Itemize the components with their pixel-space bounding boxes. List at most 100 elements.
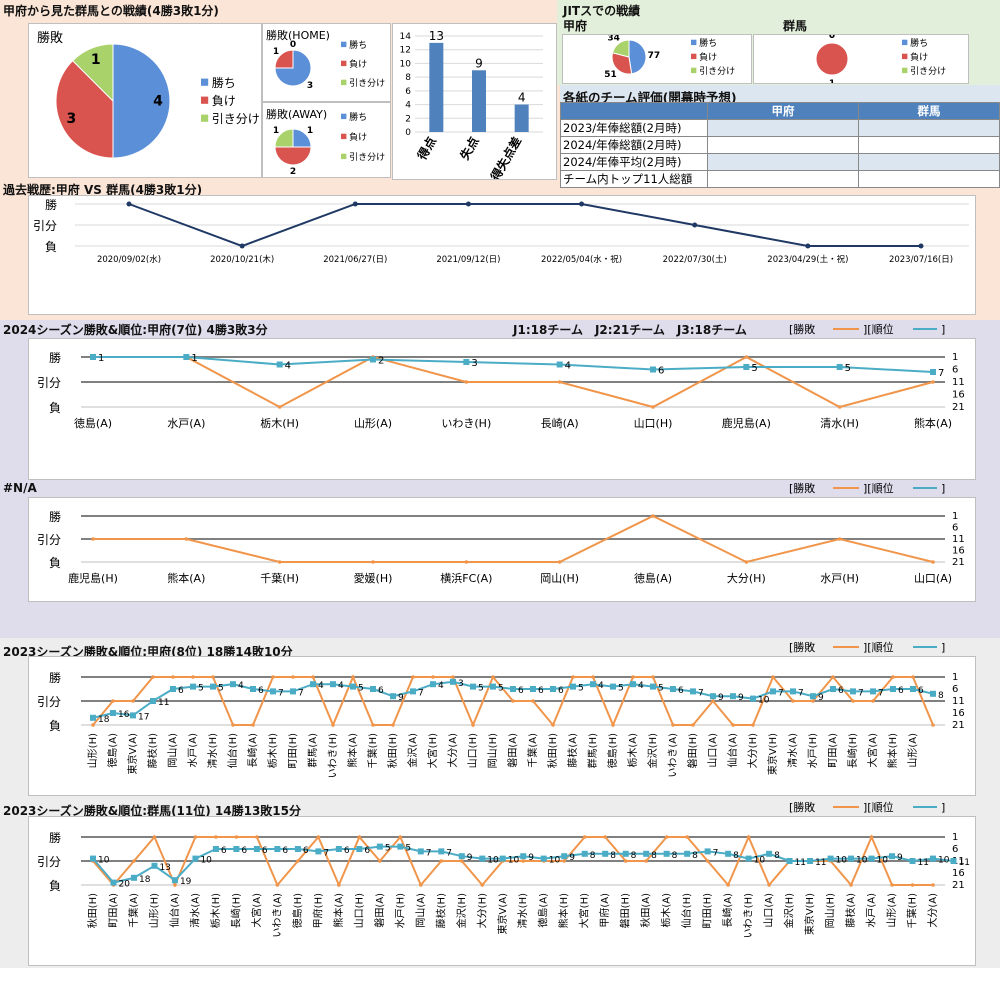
rank-label: 3 xyxy=(471,358,477,369)
past-point xyxy=(805,243,811,249)
rank-label: 8 xyxy=(631,851,637,861)
result-line xyxy=(93,355,934,409)
rank-label: 5 xyxy=(498,684,504,694)
category-label: 岡山(A) xyxy=(167,733,179,768)
category-label: 町田(A) xyxy=(108,893,119,928)
category-label: いわき(H) xyxy=(743,893,755,938)
rank-point xyxy=(770,688,776,695)
rank-label: 6 xyxy=(364,846,370,856)
result-point xyxy=(331,723,335,727)
rank-tick: 21 xyxy=(952,720,965,731)
eval-cell[interactable] xyxy=(707,153,859,171)
rank-label: 10 xyxy=(877,856,889,866)
rank-label: 7 xyxy=(426,848,432,858)
rank-label: 8 xyxy=(610,851,616,861)
result-point xyxy=(411,675,415,679)
season-y-label: 勝 xyxy=(49,830,61,845)
bar-0 xyxy=(429,42,444,132)
gunma-pie-legend-swatch xyxy=(902,53,908,60)
rank-label: 10 xyxy=(836,856,848,866)
main-pie-panel: 勝敗 4 3 1 勝ち 負け 引き分け xyxy=(28,23,262,178)
result-point xyxy=(316,835,321,839)
rank-tick: 16 xyxy=(952,546,965,557)
bar-y-tick: 12 xyxy=(400,46,411,56)
rank-label: 7 xyxy=(798,688,804,698)
category-label: 秋田(H) xyxy=(386,733,399,768)
category-label: 山形(H) xyxy=(148,893,160,928)
legend-text: ] xyxy=(941,482,945,495)
category-label: 東京V(H) xyxy=(766,733,779,775)
category-label: 栃木(A) xyxy=(626,733,639,768)
rank-label: 7 xyxy=(298,688,304,698)
eval-cell[interactable] xyxy=(858,136,1000,154)
result-point xyxy=(591,675,595,679)
kofu-pie-slice-0 xyxy=(628,39,647,75)
rank-label: 4 xyxy=(438,681,444,691)
rank-point xyxy=(151,862,158,869)
eval-cell[interactable] xyxy=(707,136,859,154)
rank-tick: 6 xyxy=(952,844,958,855)
eval-table-wrap: 各紙のチーム評価(開幕時予想) 甲府 群馬 2023/年俸総額(2月時) 202… xyxy=(560,85,1000,188)
main-pie-legend-swatch xyxy=(201,96,209,104)
main-pie-title: 勝敗 xyxy=(37,31,64,46)
rank-label: 1 xyxy=(191,353,197,364)
jits-gunma-pie: 010勝ち負け引き分け xyxy=(815,31,946,89)
result-point xyxy=(91,723,95,727)
category-label: 町田(A) xyxy=(828,733,839,768)
past-point xyxy=(126,201,132,207)
past-line xyxy=(128,203,921,248)
rank-point xyxy=(643,850,650,857)
rank-point xyxy=(315,848,322,855)
eval-title: 各紙のチーム評価(開幕時予想) xyxy=(563,90,737,105)
eval-header-kofu: 甲府 xyxy=(707,102,859,120)
eval-cell[interactable] xyxy=(707,119,859,137)
category-label: 大宮(H) xyxy=(426,733,439,768)
rank-label: 4 xyxy=(565,361,571,372)
season-y-label: 引分 xyxy=(37,376,61,390)
rank-point xyxy=(786,858,793,864)
rank-label: 6 xyxy=(221,846,227,856)
result-point xyxy=(271,675,275,679)
eval-table: 甲府 群馬 2023/年俸総額(2月時) 2024/年俸総額(2月時) 2024… xyxy=(560,102,1000,188)
rank-label: 6 xyxy=(658,366,664,377)
rank-point xyxy=(581,850,588,857)
result-point xyxy=(378,859,382,863)
rank-point xyxy=(930,369,936,375)
rank-label: 9 xyxy=(718,693,724,703)
rank-tick: 21 xyxy=(952,402,965,413)
result-point xyxy=(731,723,735,727)
rank-label: 8 xyxy=(774,851,780,861)
category-label: 大宮(A) xyxy=(866,733,879,768)
rank-label: 7 xyxy=(278,688,284,698)
result-point xyxy=(191,675,195,679)
rank-tick: 1 xyxy=(952,672,958,683)
rank-tick: 1 xyxy=(952,352,958,363)
table-row: 2024/年俸総額(2月時) xyxy=(560,136,1000,154)
result-point xyxy=(705,859,710,863)
table-row: 2024/年俸平均(2月時) xyxy=(560,153,1000,171)
rank-point xyxy=(171,877,178,884)
rank-label: 6 xyxy=(262,846,268,856)
past-y-label: 勝 xyxy=(45,197,57,212)
past-date-label: 2023/04/29(土・祝) xyxy=(767,254,848,265)
result-point xyxy=(351,675,355,679)
result-point xyxy=(471,723,475,727)
eval-cell[interactable] xyxy=(707,170,859,188)
result-point xyxy=(255,835,259,839)
eval-cell[interactable] xyxy=(858,119,1000,137)
rank-point xyxy=(90,855,96,862)
rank-point xyxy=(470,683,476,690)
rank-point xyxy=(370,686,376,692)
rank-label: 4 xyxy=(598,681,604,691)
category-label: 長崎(H) xyxy=(229,893,242,928)
result-point xyxy=(726,883,730,887)
rank-point xyxy=(370,356,376,363)
rank-tick: 21 xyxy=(952,880,965,891)
category-label: 岡山(H) xyxy=(825,893,837,928)
category-label: 水戸(H) xyxy=(807,733,819,768)
eval-cell[interactable] xyxy=(858,153,1000,171)
eval-cell[interactable] xyxy=(858,170,1000,188)
category-label: 徳島(A) xyxy=(106,733,119,768)
rank-label: 20 xyxy=(118,880,130,890)
